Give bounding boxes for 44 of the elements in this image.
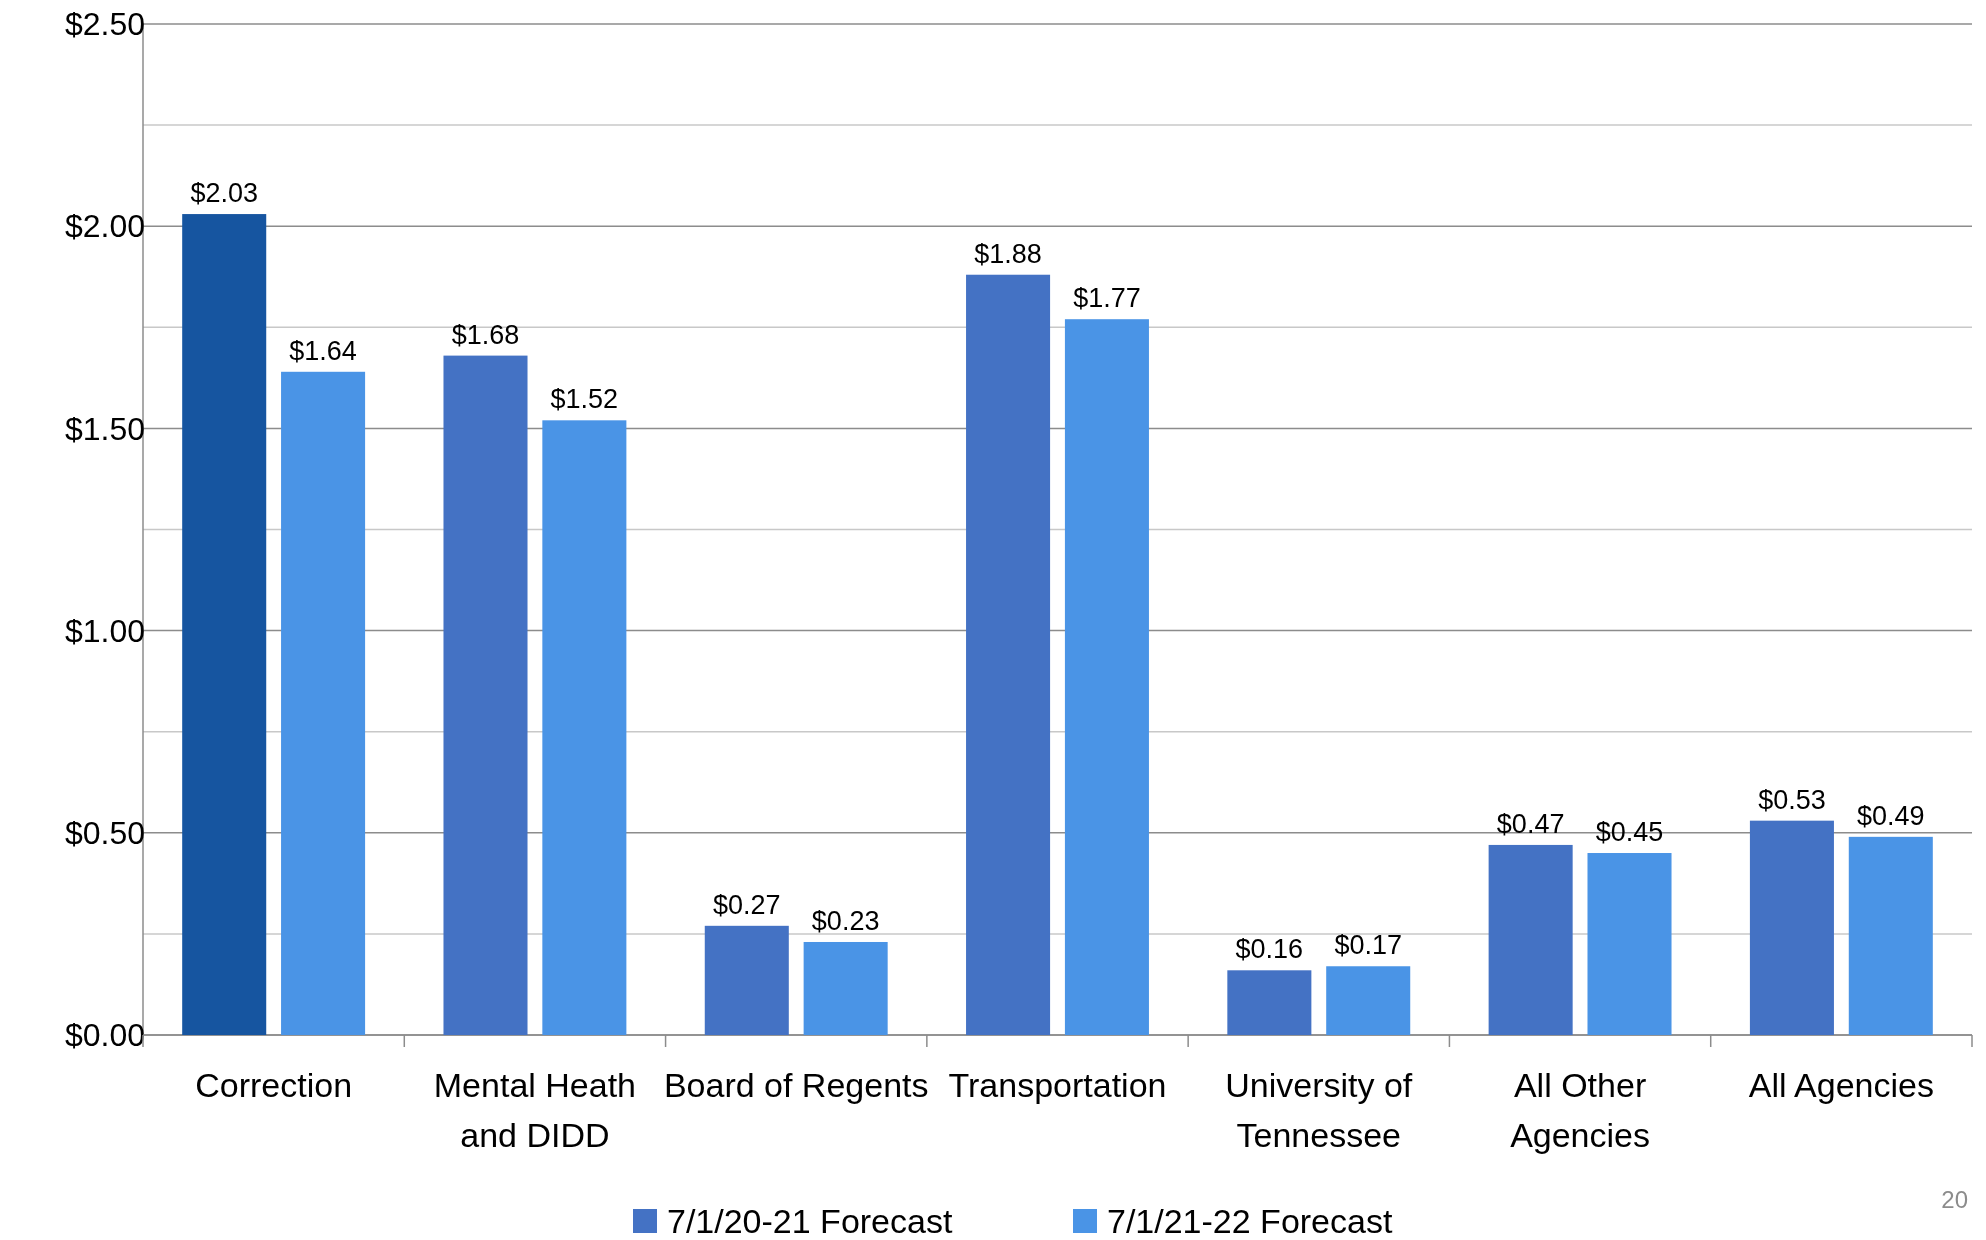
bar bbox=[182, 214, 267, 1035]
y-tick-label: $1.00 bbox=[64, 612, 146, 649]
bar bbox=[1326, 966, 1411, 1035]
bar bbox=[542, 420, 627, 1035]
y-tick-label: $0.50 bbox=[64, 815, 146, 851]
data-label: $1.88 bbox=[974, 238, 1042, 269]
data-label: $0.23 bbox=[811, 905, 880, 936]
y-tick-label: $1.50 bbox=[64, 410, 146, 447]
data-label: $0.17 bbox=[1334, 930, 1403, 961]
data-label: $0.45 bbox=[1595, 817, 1664, 848]
x-tick-label: Correction bbox=[195, 1066, 353, 1104]
data-label: $2.03 bbox=[190, 178, 258, 209]
data-label: $1.68 bbox=[451, 319, 520, 350]
x-tick-label: Mental Heath and DIDD bbox=[433, 1066, 637, 1154]
bar bbox=[1749, 820, 1834, 1035]
y-tick-label: $2.50 bbox=[64, 6, 146, 43]
text: 20 bbox=[1941, 1186, 1968, 1213]
bar bbox=[443, 355, 528, 1035]
data-label: $1.77 bbox=[1073, 283, 1141, 314]
data-label: $0.53 bbox=[1758, 784, 1826, 815]
x-tick-label: All Other Agencies bbox=[1510, 1066, 1651, 1154]
legend-label: 7/1/20-21 Forecast bbox=[667, 1201, 953, 1240]
bar bbox=[1064, 319, 1149, 1035]
data-label: $0.27 bbox=[712, 889, 781, 920]
bar bbox=[1488, 844, 1573, 1035]
legend-label: 7/1/21-22 Forecast bbox=[1107, 1201, 1393, 1240]
data-label: $0.47 bbox=[1496, 808, 1565, 839]
data-label: $0.16 bbox=[1235, 934, 1304, 965]
x-tick-label: Board of Regents bbox=[663, 1066, 929, 1104]
bar bbox=[704, 925, 789, 1035]
bar bbox=[1587, 853, 1672, 1035]
y-tick-label: $2.00 bbox=[64, 208, 146, 245]
bar bbox=[281, 371, 366, 1035]
bar bbox=[1227, 970, 1312, 1035]
y-tick-label: $0.00 bbox=[64, 1017, 146, 1054]
data-label: $1.64 bbox=[289, 335, 357, 366]
bar bbox=[966, 274, 1051, 1035]
data-label: $0.49 bbox=[1857, 800, 1925, 831]
data-label: $1.52 bbox=[550, 384, 619, 415]
bar bbox=[1848, 836, 1933, 1035]
x-tick-label: Transportation bbox=[948, 1066, 1167, 1104]
x-tick-label: All Agencies bbox=[1748, 1066, 1934, 1104]
x-tick-label: University of Tennessee bbox=[1225, 1066, 1413, 1154]
bar bbox=[803, 941, 888, 1035]
